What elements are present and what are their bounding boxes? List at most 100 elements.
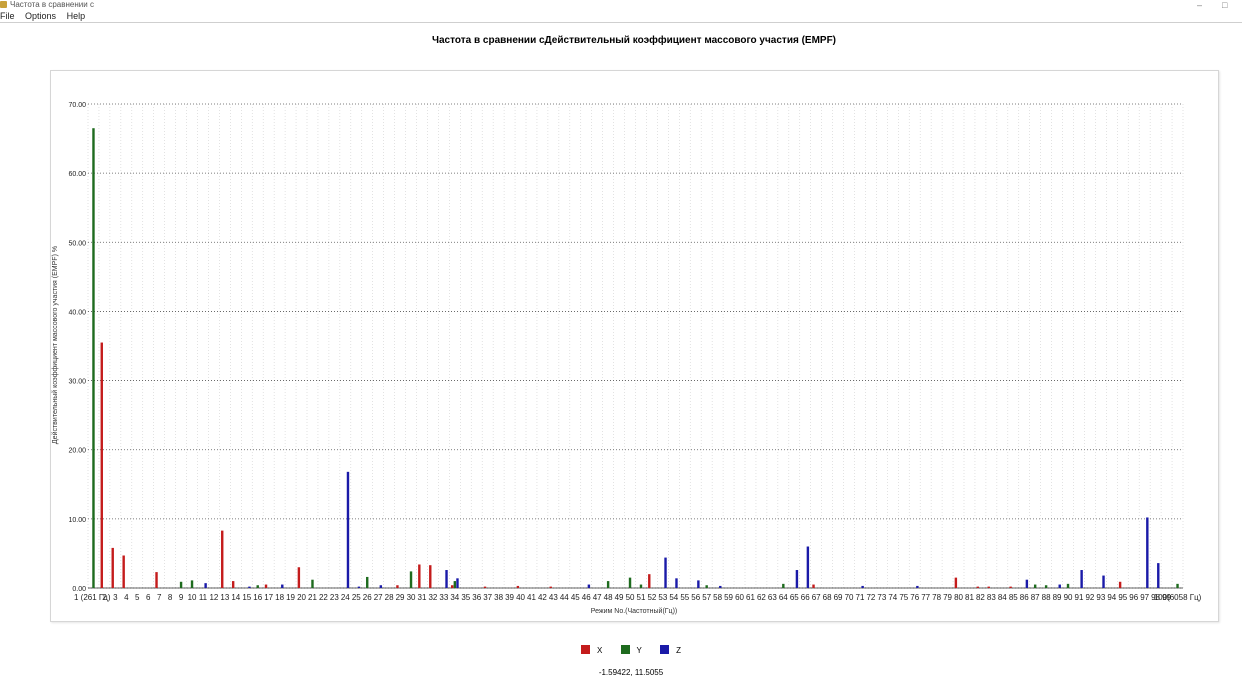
bar-x-14 bbox=[231, 581, 235, 588]
x-tick-label: 10 bbox=[188, 593, 197, 602]
x-tick-label: 27 bbox=[374, 593, 383, 602]
menu-options[interactable]: Options bbox=[25, 11, 57, 21]
x-tick-label: 84 bbox=[998, 593, 1007, 602]
x-tick-label: 33 bbox=[439, 593, 448, 602]
bar-z-98 bbox=[1157, 563, 1160, 588]
minimize-icon[interactable]: – bbox=[1197, 0, 1203, 10]
window-titlebar: Частота в сравнении с – □ bbox=[0, 0, 1242, 10]
bar-x-3 bbox=[111, 547, 114, 588]
legend: X Y Z bbox=[0, 645, 1242, 655]
x-tick-label: 9 bbox=[179, 593, 184, 602]
bar-x-80 bbox=[954, 577, 958, 588]
x-tick-label: 68 bbox=[823, 593, 832, 602]
x-tick-label: 31 bbox=[418, 593, 427, 602]
bar-z-66 bbox=[806, 546, 810, 588]
legend-label-y: Y bbox=[636, 646, 642, 655]
x-tick-label: 83 bbox=[987, 593, 996, 602]
bar-x-4 bbox=[122, 555, 125, 588]
bar-y-26 bbox=[366, 576, 369, 588]
bar-y-16 bbox=[256, 585, 259, 588]
x-tick-label: 47 bbox=[593, 593, 602, 602]
x-tick-label: 12 bbox=[209, 593, 218, 602]
y-tick-label: 50.00 bbox=[68, 240, 86, 247]
x-tick-label: 95 bbox=[1118, 593, 1127, 602]
bar-y-1 bbox=[92, 128, 95, 588]
x-tick-label: 72 bbox=[866, 593, 875, 602]
y-tick-label: 40.00 bbox=[68, 309, 86, 316]
x-tick-label: 60 bbox=[735, 593, 744, 602]
x-tick-label: 69 bbox=[834, 593, 843, 602]
bar-z-11 bbox=[204, 583, 207, 588]
x-tick-label: 50 bbox=[626, 593, 635, 602]
bar-y-48 bbox=[606, 581, 610, 588]
x-tick-label: 90 bbox=[1064, 593, 1073, 602]
bars bbox=[92, 128, 1179, 588]
x-tick-label: 74 bbox=[888, 593, 897, 602]
menu-bar: File Options Help bbox=[0, 10, 1242, 23]
bar-x-13 bbox=[221, 530, 224, 588]
x-tick-label: 53 bbox=[658, 593, 667, 602]
x-tick-label: 77 bbox=[921, 593, 930, 602]
bar-z-18 bbox=[281, 584, 284, 588]
app-icon bbox=[0, 1, 7, 8]
bar-x-17 bbox=[264, 584, 268, 588]
bar-y-9 bbox=[179, 581, 183, 588]
bar-x-52 bbox=[648, 574, 651, 588]
y-tick-label: 30.00 bbox=[68, 379, 86, 386]
y-tick-label: 70.00 bbox=[68, 102, 86, 109]
x-tick-label: 38 bbox=[494, 593, 503, 602]
x-tick-label: 92 bbox=[1085, 593, 1094, 602]
x-tick-label: 99 bbox=[1162, 593, 1171, 602]
horizontal-gridlines bbox=[88, 103, 1183, 589]
window-title: Частота в сравнении с bbox=[10, 0, 94, 9]
legend-label-x: X bbox=[596, 646, 603, 655]
bar-x-82 bbox=[976, 586, 979, 588]
x-tick-label: 37 bbox=[483, 593, 492, 602]
x-tick-label: 59 bbox=[724, 593, 733, 602]
x-tick-label: 63 bbox=[768, 593, 777, 602]
x-tick-label: 48 bbox=[604, 593, 613, 602]
bar-z-53 bbox=[664, 557, 667, 588]
bar-x-37 bbox=[483, 586, 487, 588]
bar-x-20 bbox=[297, 567, 301, 588]
bar-y-21 bbox=[311, 579, 314, 588]
x-tick-label: 11 bbox=[199, 593, 208, 602]
bar-z-25 bbox=[357, 586, 361, 588]
bar-x-7 bbox=[155, 572, 158, 588]
chart-title: Частота в сравнении сДействительный коэф… bbox=[431, 35, 837, 46]
x-tick-label: 54 bbox=[669, 593, 678, 602]
menu-help[interactable]: Help bbox=[66, 11, 86, 21]
x-tick-label: 22 bbox=[319, 593, 328, 602]
x-tick-label: 51 bbox=[637, 593, 646, 602]
x-tick-label: 80 bbox=[954, 593, 963, 602]
x-tick-label: 13 bbox=[220, 593, 229, 602]
x-tick-label: 46 bbox=[582, 593, 591, 602]
bar-z-89 bbox=[1058, 584, 1061, 588]
x-tick-label: 55 bbox=[680, 593, 689, 602]
bar-y-50 bbox=[628, 577, 632, 588]
x-tick-label: 56 bbox=[691, 593, 700, 602]
x-tick-label: 79 bbox=[943, 593, 952, 602]
x-tick-label: 96 bbox=[1129, 593, 1138, 602]
x-tick-label: 70 bbox=[845, 593, 854, 602]
x-tick-label: 34 bbox=[450, 593, 459, 602]
legend-swatch-y bbox=[620, 645, 630, 654]
bar-y-87 bbox=[1033, 584, 1037, 588]
bar-y-88 bbox=[1044, 585, 1048, 588]
bar-z-27 bbox=[379, 585, 383, 588]
bar-y-34 bbox=[453, 581, 457, 588]
bar-z-76 bbox=[916, 585, 919, 588]
x-tick-label: 26 bbox=[363, 593, 372, 602]
bar-x-32 bbox=[429, 565, 432, 588]
bar-x-83 bbox=[987, 586, 990, 588]
menu-file[interactable]: File bbox=[0, 11, 15, 21]
x-tick-label: 98 bbox=[1151, 593, 1160, 602]
y-tick-label: 60.00 bbox=[68, 171, 86, 178]
x-tick-label: 36 bbox=[472, 593, 481, 602]
x-tick-label: 73 bbox=[877, 593, 886, 602]
x-tick-label: 35 bbox=[461, 593, 470, 602]
bar-z-93 bbox=[1102, 575, 1105, 588]
maximize-icon[interactable]: □ bbox=[1222, 0, 1228, 10]
bar-z-86 bbox=[1025, 579, 1029, 588]
bar-z-58 bbox=[719, 585, 722, 588]
